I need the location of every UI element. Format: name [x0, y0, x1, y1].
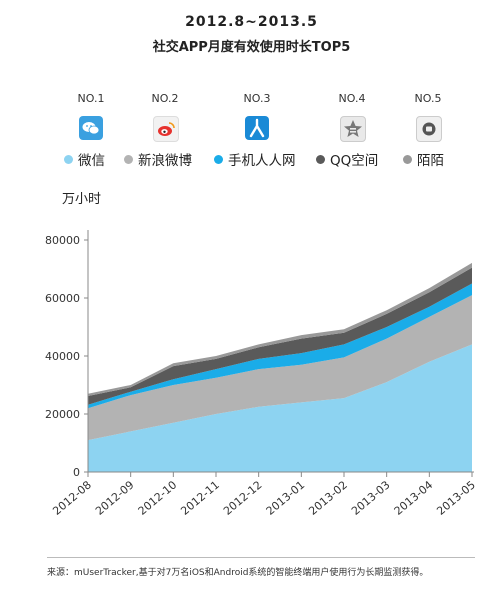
weibo-icon — [153, 116, 179, 142]
y-tick-label: 80000 — [45, 234, 80, 247]
x-tick-label: 2013-02 — [306, 478, 350, 518]
x-tick-label: 2012-09 — [93, 478, 137, 518]
legend-label: 新浪微博 — [138, 153, 192, 169]
legend-item-qzone: QQ空间 — [316, 149, 378, 169]
source-note: 来源：mUserTracker,基于对7万名iOS和Android系统的智能终端… — [47, 568, 429, 578]
qzone-icon — [340, 116, 366, 142]
momo-icon — [416, 116, 442, 142]
rank-1: NO.1 — [77, 92, 105, 105]
renren-icon — [245, 116, 269, 140]
legend-swatch — [214, 154, 223, 164]
legend-swatch — [64, 154, 73, 164]
x-tick-label: 2013-04 — [392, 478, 436, 518]
legend-label: QQ空间 — [330, 153, 379, 169]
legend-item-weibo: 新浪微博 — [124, 149, 192, 169]
legend-item-renren: 手机人人网 — [214, 149, 296, 169]
x-tick-label: 2013-05 — [434, 478, 478, 518]
legend-swatch — [403, 154, 412, 164]
rank-2: NO.2 — [151, 92, 179, 105]
y-tick-label: 0 — [73, 466, 80, 479]
legend-label: 陌陌 — [417, 153, 444, 169]
footer-divider — [47, 557, 475, 558]
legend-label: 微信 — [78, 153, 105, 169]
x-tick-label: 2012-10 — [136, 478, 180, 518]
rank-5: NO.5 — [414, 92, 442, 105]
chart-subtitle: 社交APP月度有效使用时长TOP5 — [152, 40, 351, 55]
area-series-1 — [88, 344, 472, 472]
area-series-5 — [88, 262, 472, 396]
x-tick-label: 2013-01 — [264, 478, 308, 518]
legend-item-momo: 陌陌 — [403, 149, 444, 169]
x-tick-label: 2012-08 — [50, 478, 94, 518]
y-tick-label: 40000 — [45, 350, 80, 363]
x-tick-label: 2012-11 — [178, 478, 222, 518]
wechat-icon — [79, 116, 103, 140]
legend-swatch — [316, 154, 325, 164]
chart-title: 2012.8~2013.5 — [185, 14, 318, 30]
legend-swatch — [124, 154, 133, 164]
x-tick-label: 2012-12 — [221, 478, 265, 518]
rank-4: NO.4 — [338, 92, 366, 105]
y-tick-label: 60000 — [45, 292, 80, 305]
legend-label: 手机人人网 — [228, 153, 296, 169]
legend-item-wechat: 微信 — [64, 149, 105, 169]
x-tick-label: 2013-03 — [349, 478, 393, 518]
y-tick-label: 20000 — [45, 408, 80, 421]
area-series-4 — [88, 267, 472, 405]
area-series-2 — [88, 295, 472, 441]
y-axis-unit-label: 万小时 — [62, 192, 102, 207]
area-series-3 — [88, 283, 472, 409]
rank-3: NO.3 — [243, 92, 271, 105]
